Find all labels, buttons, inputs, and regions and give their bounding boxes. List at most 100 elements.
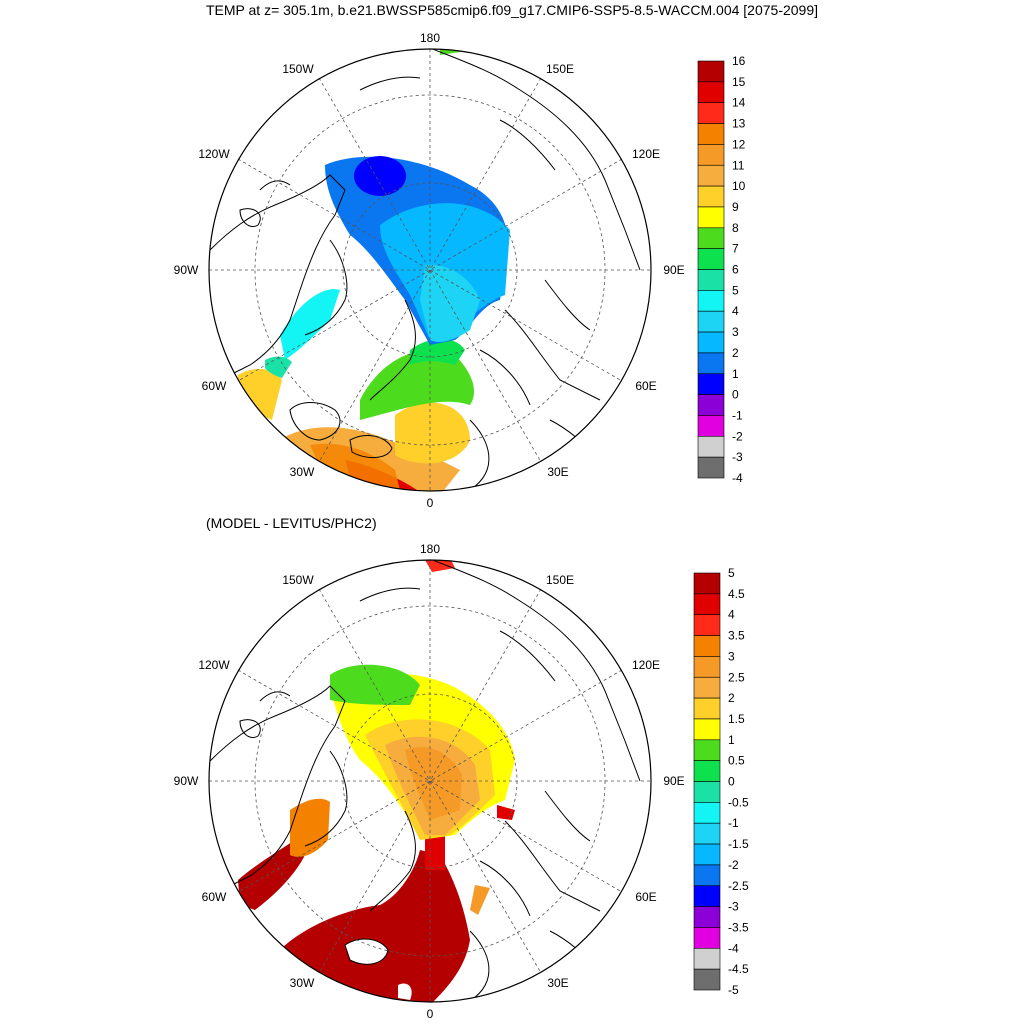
bottom-field-red-north: [425, 560, 455, 572]
bottom-colorbar-swatch: [693, 572, 721, 595]
bottom-lon-120W: 120W: [198, 658, 230, 672]
top-colorbar-swatch: [697, 123, 725, 145]
top-temperature-field: [238, 49, 510, 491]
top-polar-map: 180 0 150W 150E 120W 120E 90W 90E 60W 60…: [174, 31, 746, 510]
top-colorbar-label: 0: [732, 388, 739, 402]
top-colorbar-label: 16: [732, 54, 746, 68]
bottom-colorbar-swatch: [693, 947, 721, 970]
bottom-colorbar-swatch: [693, 760, 721, 782]
top-colorbar-label: 3: [732, 325, 739, 339]
bottom-colorbar-swatch: [693, 781, 721, 803]
top-colorbar-label: -2: [732, 429, 743, 443]
bottom-colorbar-label: -1: [728, 816, 739, 830]
bottom-colorbar-label: -2: [728, 858, 739, 872]
top-colorbar-label: -1: [732, 408, 743, 422]
top-colorbar-swatch: [697, 164, 725, 187]
bottom-colorbar-swatch: [693, 802, 721, 824]
bottom-colorbar-label: 4: [728, 608, 735, 622]
top-lon-90W: 90W: [174, 263, 199, 277]
top-colorbar-label: -3: [732, 450, 743, 464]
top-lon-90E: 90E: [663, 263, 684, 277]
bottom-graticule: [209, 560, 651, 1002]
bottom-panel-subtitle: (MODEL - LEVITUS/PHC2): [206, 515, 377, 531]
bottom-colorbar-swatch: [693, 676, 721, 699]
top-lon-0: 0: [427, 496, 434, 510]
top-colorbar-swatch: [697, 81, 725, 103]
bottom-colorbar-label: 0: [728, 775, 735, 789]
bottom-lon-30W: 30W: [290, 976, 315, 990]
top-lon-120E: 120E: [632, 147, 660, 161]
top-colorbar-swatch: [697, 248, 725, 270]
bottom-colorbar-label: 1: [728, 733, 735, 747]
bottom-colorbar-swatch: [693, 614, 721, 636]
bottom-colorbar-swatch: [693, 906, 721, 928]
top-colorbar-swatch: [697, 144, 725, 166]
top-lon-60E: 60E: [635, 379, 656, 393]
top-colorbar-label: 14: [732, 96, 746, 110]
bottom-lon-90E: 90E: [663, 774, 684, 788]
top-graticule: [209, 49, 651, 491]
top-colorbar-label: 9: [732, 200, 739, 214]
bottom-coastlines: [209, 560, 641, 1002]
bottom-colorbar-swatch: [693, 697, 721, 720]
bottom-lon-90W: 90W: [174, 774, 199, 788]
bottom-lon-30E: 30E: [547, 976, 568, 990]
bottom-colorbar-swatch: [693, 635, 721, 657]
top-lon-30W: 30W: [290, 465, 315, 479]
bottom-field-orange-baffin: [290, 798, 330, 857]
top-colorbar-swatch: [697, 185, 725, 208]
top-colorbar-swatch: [697, 290, 725, 312]
bottom-map-border: [208, 559, 652, 1003]
bottom-field-darkorange: [405, 747, 462, 820]
bottom-field-green-beaufort: [330, 664, 420, 705]
bottom-field-white-iceland: [345, 938, 388, 965]
top-colorbar-label: 1: [732, 367, 739, 381]
top-colorbar-label: -4: [732, 471, 743, 485]
top-colorbar-swatch: [697, 60, 725, 83]
bottom-lon-60W: 60W: [202, 890, 227, 904]
top-lon-120W: 120W: [198, 147, 230, 161]
bottom-colorbar-label: -3: [728, 900, 739, 914]
top-field-green-band: [360, 350, 475, 420]
bottom-colorbar-label: 4.5: [728, 587, 745, 601]
bottom-colorbar-label: -0.5: [728, 795, 749, 809]
top-colorbar-label: 11: [732, 158, 745, 172]
top-lon-30E: 30E: [547, 465, 568, 479]
bottom-lon-150E: 150E: [546, 573, 574, 587]
top-colorbar-label: 13: [732, 117, 746, 131]
bottom-colorbar-label: 3.5: [728, 629, 745, 643]
bottom-field-red-labrador: [238, 840, 305, 910]
top-colorbar-swatch: [697, 415, 725, 437]
top-colorbar-swatch: [697, 456, 725, 479]
bottom-colorbar-swatch: [693, 593, 721, 615]
bottom-colorbar-label: -1.5: [728, 837, 749, 851]
bottom-colorbar-swatch: [693, 864, 721, 887]
bottom-colorbar-swatch: [693, 968, 721, 991]
top-lon-180: 180: [420, 31, 440, 45]
top-field-yellow-south: [395, 402, 470, 464]
bottom-polar-map: 180 0 150W 150E 120W 120E 90W 90E 60W 60…: [174, 542, 749, 1021]
bottom-colorbar-label: 3: [728, 649, 735, 663]
bottom-colorbar-label: -4: [728, 941, 739, 955]
bottom-colorbar-swatch: [693, 718, 721, 741]
bottom-anomaly-field: [238, 560, 515, 1002]
bottom-colorbar: 5 4.5 4 3.5 3 2.5 2 1.5 1 0.5 0 -0.5 -1 -1.5 -2 -2.5 -3 -…: [693, 566, 749, 997]
bottom-colorbar-swatch: [693, 822, 721, 845]
top-field-cyan-core: [420, 264, 480, 342]
bottom-lon-180: 180: [420, 542, 440, 556]
top-lon-150E: 150E: [546, 62, 574, 76]
bottom-lon-150W: 150W: [282, 573, 314, 587]
top-colorbar-swatch: [697, 373, 725, 395]
bottom-colorbar-label: 0.5: [728, 754, 745, 768]
bottom-colorbar-swatch: [693, 843, 721, 866]
bottom-colorbar-swatch: [693, 656, 721, 678]
bottom-colorbar-label: -4.5: [728, 962, 749, 976]
bottom-lon-0: 0: [427, 1007, 434, 1021]
bottom-colorbar-swatch: [693, 739, 721, 761]
top-colorbar-swatch: [697, 206, 725, 229]
top-field-green-teal: [410, 338, 465, 365]
top-lon-150W: 150W: [282, 62, 314, 76]
top-field-cyan-baffin: [280, 289, 340, 360]
top-colorbar-label: 6: [732, 263, 739, 277]
